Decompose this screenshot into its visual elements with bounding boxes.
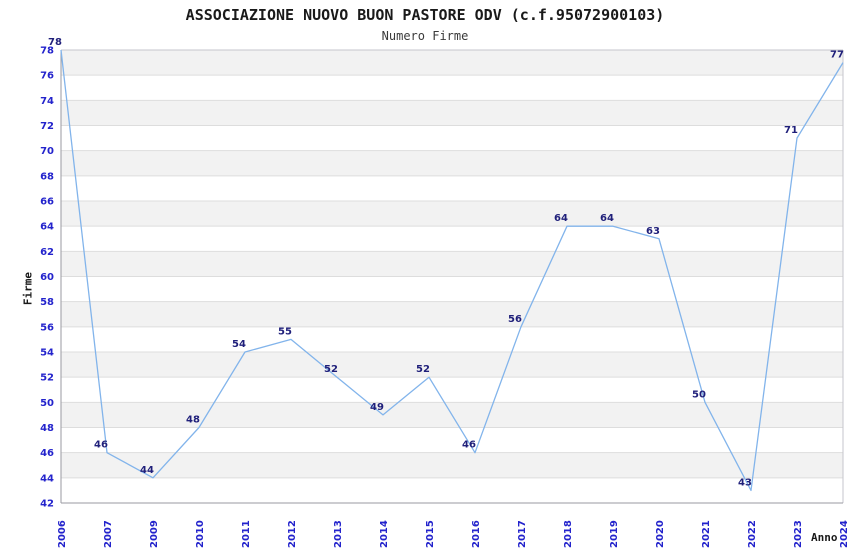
y-tick-label: 62: [40, 247, 54, 258]
data-label: 54: [232, 339, 246, 350]
x-tick-label: 2006: [57, 520, 68, 548]
series-line: [60, 49, 844, 492]
x-tick-label: 2015: [425, 520, 436, 548]
data-label: 71: [784, 125, 798, 136]
x-tick-label: 2011: [241, 520, 252, 548]
x-tick-label: 2022: [747, 520, 758, 548]
data-label: 46: [94, 440, 108, 451]
grid-band: [61, 50, 843, 76]
y-tick-label: 60: [40, 272, 54, 283]
x-tick-label: 2012: [287, 520, 298, 548]
chart-title: ASSOCIAZIONE NUOVO BUON PASTORE ODV (c.f…: [185, 6, 665, 24]
x-tick-label: 2010: [195, 520, 206, 548]
x-tick-label: 2018: [563, 520, 574, 548]
x-tick-label: 2016: [471, 520, 482, 548]
y-tick-label: 54: [40, 348, 54, 359]
y-tick-label: 44: [40, 473, 54, 484]
y-tick-label: 46: [40, 448, 54, 459]
data-label: 48: [186, 415, 200, 426]
y-tick-label: 50: [40, 398, 54, 409]
y-tick-label: 70: [40, 146, 54, 157]
y-tick-label: 78: [40, 46, 54, 57]
data-label: 64: [554, 213, 568, 224]
y-tick-label: 64: [40, 222, 54, 233]
data-label: 77: [830, 50, 844, 61]
x-axis-label: Anno: [811, 531, 838, 544]
x-tick-label: 2023: [793, 520, 804, 548]
data-label: 63: [646, 226, 660, 237]
data-label: 56: [508, 314, 522, 325]
y-tick-label: 56: [40, 322, 54, 333]
y-tick-label: 72: [40, 121, 54, 132]
data-label: 50: [692, 389, 706, 400]
data-label: 64: [600, 213, 614, 224]
grid-band: [61, 301, 843, 327]
data-label: 52: [324, 364, 338, 375]
grid-band: [61, 251, 843, 277]
y-tick-label: 42: [40, 499, 54, 510]
x-tick-label: 2019: [609, 520, 620, 548]
grid-band: [61, 100, 843, 126]
x-tick-label: 2017: [517, 520, 528, 548]
data-label: 55: [278, 326, 292, 337]
data-label: 52: [416, 364, 430, 375]
chart-subtitle: Numero Firme: [381, 29, 469, 43]
data-label: 43: [738, 477, 752, 488]
grid-band: [61, 150, 843, 176]
y-tick-label: 76: [40, 71, 54, 82]
data-label: 78: [48, 37, 62, 48]
data-label: 49: [370, 402, 384, 413]
x-tick-label: 2024: [839, 520, 850, 548]
x-tick-label: 2009: [149, 520, 160, 548]
data-label: 46: [462, 440, 476, 451]
grid-band: [61, 352, 843, 378]
y-tick-label: 48: [40, 423, 54, 434]
grid-band: [61, 452, 843, 478]
y-tick-label: 58: [40, 297, 54, 308]
x-tick-label: 2020: [655, 520, 666, 548]
y-tick-label: 68: [40, 171, 54, 182]
x-tick-label: 2007: [103, 520, 114, 548]
x-tick-label: 2013: [333, 520, 344, 548]
x-tick-label: 2014: [379, 520, 390, 548]
y-tick-label: 52: [40, 373, 54, 384]
grid-band: [61, 201, 843, 227]
x-tick-label: 2021: [701, 520, 712, 548]
y-tick-label: 66: [40, 197, 54, 208]
data-label: 44: [140, 465, 154, 476]
y-tick-label: 74: [40, 96, 54, 107]
